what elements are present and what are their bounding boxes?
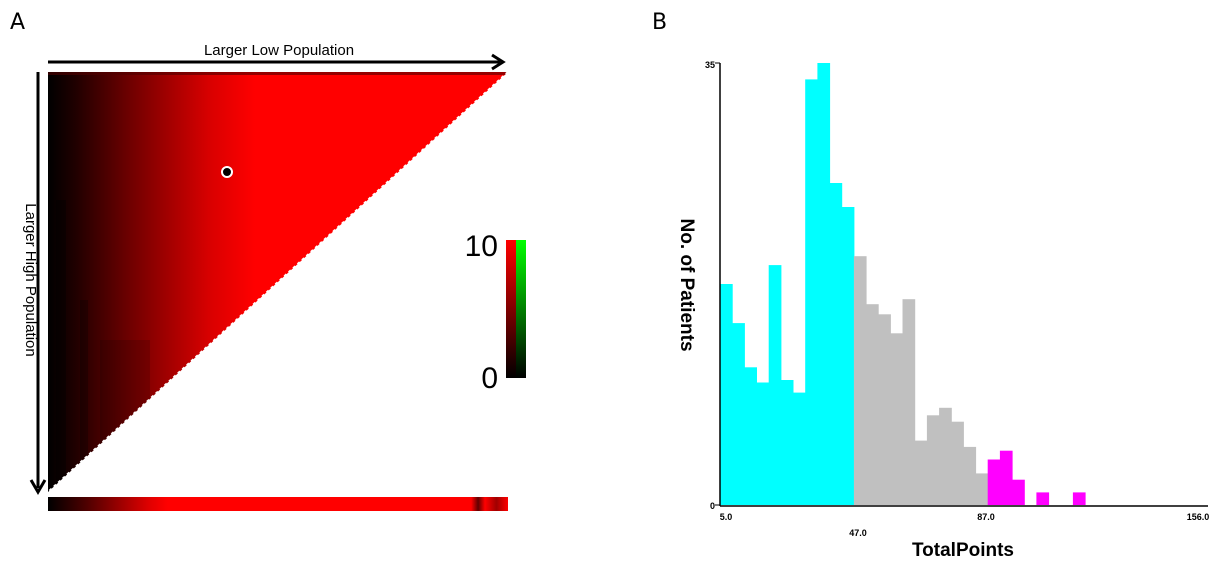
panel-a-letter: A — [10, 10, 26, 35]
histogram-bar — [890, 333, 904, 505]
left-arrow-label: Larger High Population — [22, 203, 39, 356]
histogram-bar — [768, 265, 782, 505]
top-arrow-head-icon — [491, 53, 506, 71]
optimal-cutpoint-marker — [221, 166, 233, 178]
histogram-bar — [1012, 479, 1025, 505]
panel-b-histogram: 35 0 5.0 47.0 87.0 156.0 TotalPoints No.… — [676, 60, 1210, 561]
histogram-bar — [975, 473, 989, 505]
histogram-bar — [939, 407, 952, 505]
x-tick-label: 47.0 — [849, 528, 867, 538]
heatmap-strip — [48, 497, 508, 511]
x-tick-label: 156.0 — [1187, 512, 1210, 522]
y-tick-label-bottom: 0 — [710, 501, 715, 511]
histogram-bar — [866, 304, 879, 505]
histogram-bar — [817, 63, 831, 505]
colorbar-min-label: 0 — [481, 362, 498, 395]
y-axis-label: No. of Patients — [676, 218, 697, 351]
histogram-bar — [732, 323, 745, 505]
histogram-bar — [902, 299, 916, 505]
histogram-bar — [756, 382, 770, 505]
histogram-bar — [793, 392, 806, 505]
x-tick-label: 87.0 — [977, 512, 995, 522]
left-arrow-head-icon — [29, 479, 47, 495]
histogram-bar — [841, 207, 855, 505]
histogram-bar — [1036, 492, 1050, 505]
x-axis-label: TotalPoints — [912, 540, 1014, 561]
histogram-bar — [744, 367, 757, 505]
histogram-bar — [720, 284, 733, 505]
top-arrow-label: Larger Low Population — [204, 42, 354, 59]
x-tick-label: 5.0 — [720, 512, 733, 522]
histogram-bar — [963, 446, 977, 505]
colorbar-max-label: 10 — [465, 230, 498, 263]
histogram-bar — [780, 380, 794, 505]
histogram-bar — [914, 440, 928, 505]
histogram-bar — [987, 459, 1001, 505]
histogram-bar — [926, 415, 940, 505]
histogram-bar — [878, 314, 891, 505]
histogram-bar — [805, 79, 818, 506]
colorbar-green — [516, 240, 526, 378]
heatmap-edge — [47, 71, 509, 493]
y-tick-label-top: 35 — [705, 60, 715, 70]
panel-b-letter: B — [652, 10, 668, 35]
histogram-bar — [999, 450, 1013, 505]
histogram-bar — [853, 256, 867, 505]
histogram-bar — [1072, 492, 1086, 505]
histogram-bar — [829, 183, 843, 505]
colorbar-red — [506, 240, 516, 378]
panel-a-heatmap: Larger Low Population Larger High Popula… — [22, 42, 526, 511]
histogram-bar — [951, 421, 964, 505]
